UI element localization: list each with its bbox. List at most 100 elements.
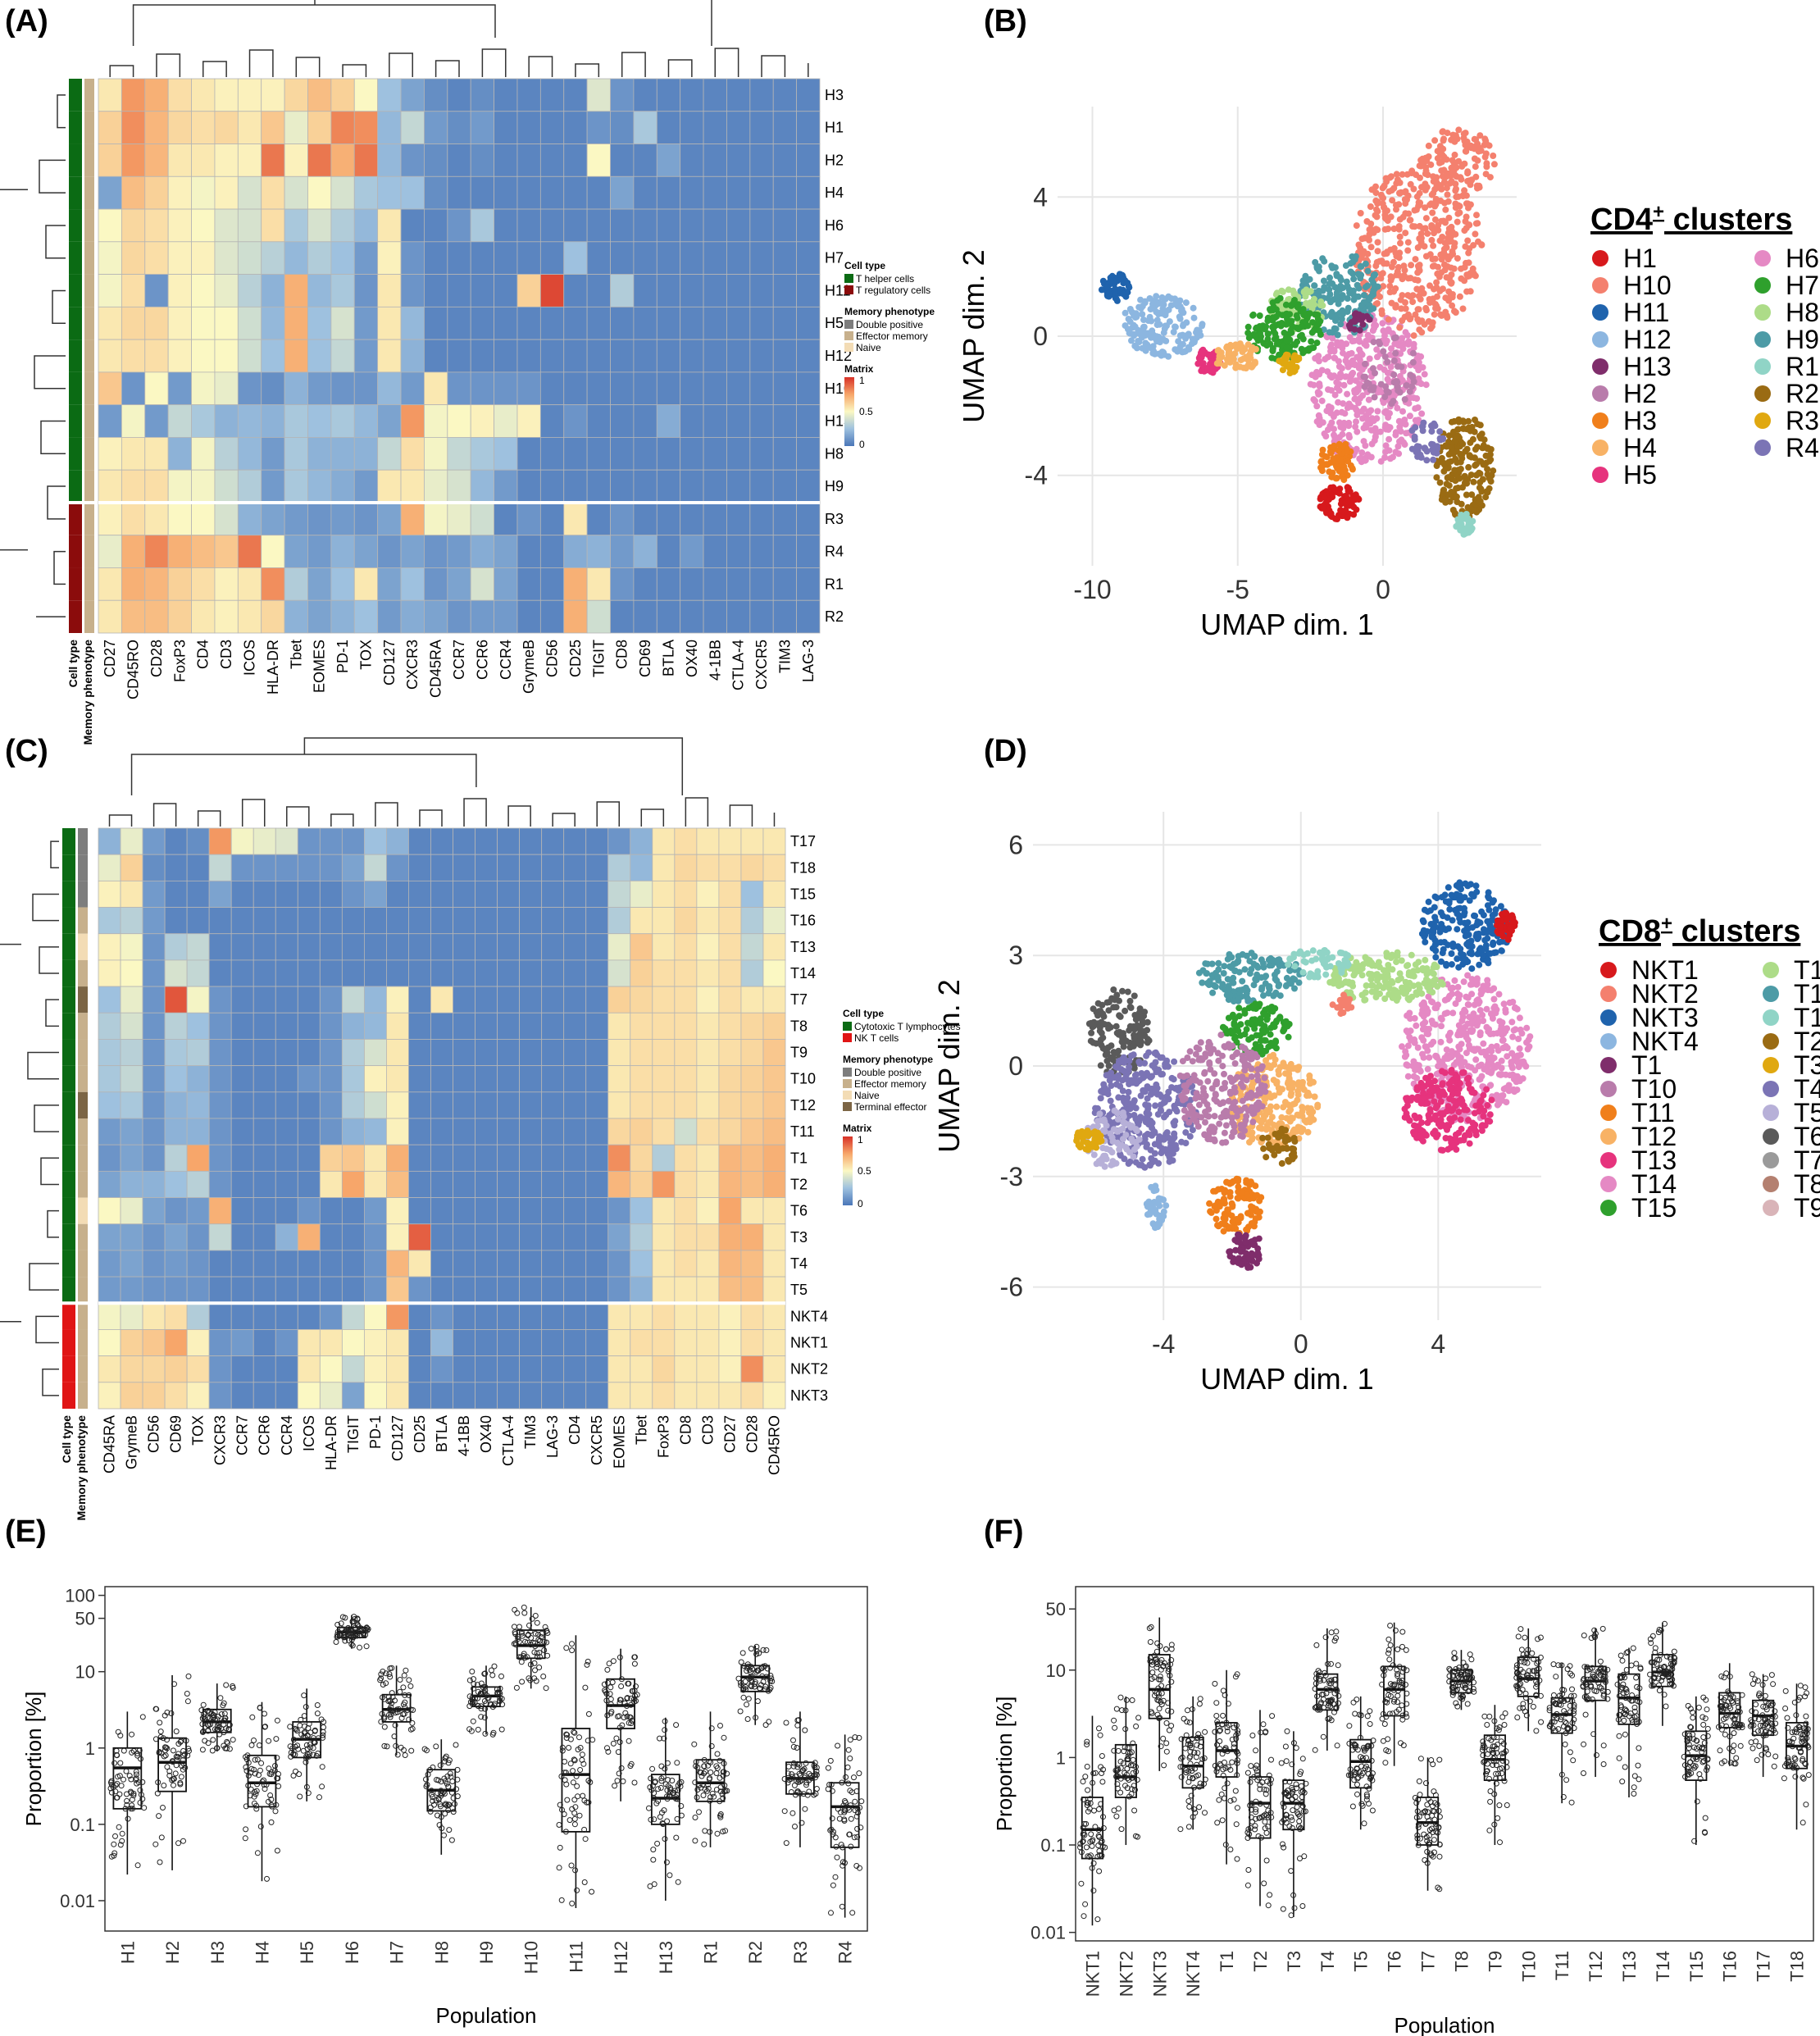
- heatmap-cell: [656, 599, 681, 634]
- umap-point: [1153, 333, 1160, 340]
- heatmap-cell: [230, 1039, 254, 1067]
- heatmap-cell: [541, 1039, 565, 1067]
- heatmap-cell: [772, 404, 798, 438]
- heatmap-cell: [284, 274, 308, 307]
- annotation-label: Memory phenotype: [75, 1415, 88, 1521]
- heatmap-cell: [186, 1170, 210, 1198]
- heatmap-cell: [164, 986, 188, 1013]
- heatmap-cell: [726, 371, 751, 406]
- legend-title-sup: +: [1653, 201, 1664, 223]
- umap-point: [1251, 358, 1258, 366]
- umap-point: [1399, 335, 1406, 342]
- umap-point: [1147, 306, 1154, 313]
- umap-point: [1318, 367, 1326, 374]
- umap-point: [1340, 381, 1348, 389]
- umap-point: [1414, 404, 1422, 412]
- umap-point: [1457, 450, 1464, 458]
- heatmap-cell: [214, 306, 239, 340]
- heatmap-cell: [307, 567, 332, 601]
- heatmap-cell: [408, 1091, 431, 1119]
- heatmap-cell: [297, 1039, 321, 1067]
- umap-point: [1437, 1123, 1445, 1130]
- umap-point: [1467, 949, 1475, 956]
- umap-point: [1310, 381, 1317, 389]
- heatmap-cell: [470, 502, 494, 536]
- umap-point: [1315, 327, 1322, 334]
- column-label: FoxP3: [171, 640, 188, 682]
- heatmap-cell: [253, 1329, 276, 1357]
- heatmap-cell: [652, 1302, 676, 1330]
- heatmap-cell: [630, 1302, 653, 1330]
- umap-point: [1470, 270, 1477, 277]
- heatmap-cell: [120, 1170, 143, 1198]
- umap-point: [1470, 893, 1477, 900]
- heatmap-cell: [261, 111, 285, 144]
- heatmap-cell: [633, 241, 657, 275]
- heatmap-cell: [144, 371, 169, 406]
- heatmap-cell: [610, 567, 635, 601]
- heatmap-cell: [400, 437, 425, 471]
- legend-title: Memory phenotype: [843, 1054, 933, 1065]
- heatmap-cell: [585, 907, 609, 935]
- heatmap-cell: [718, 1012, 742, 1040]
- umap-point: [1178, 307, 1185, 314]
- umap-point: [1162, 295, 1169, 303]
- heatmap-cell: [307, 437, 332, 471]
- heatmap-cell: [772, 78, 798, 112]
- heatmap-cell: [497, 907, 521, 935]
- heatmap-cell: [740, 959, 764, 987]
- heatmap-cell: [208, 1039, 232, 1067]
- heatmap-cell: [424, 469, 448, 503]
- heatmap-cell: [674, 880, 698, 908]
- umap-point: [1352, 423, 1359, 430]
- umap-point: [1414, 306, 1422, 313]
- umap-point: [1451, 1114, 1458, 1121]
- heatmap-cell: [307, 371, 332, 406]
- umap-point: [1466, 1045, 1473, 1052]
- umap-point: [1364, 267, 1372, 275]
- row-label: T12: [790, 1097, 816, 1114]
- heatmap-cell: [430, 1118, 453, 1146]
- umap-point: [1519, 1075, 1527, 1082]
- umap-point: [1416, 326, 1423, 334]
- heatmap-cell: [519, 986, 543, 1013]
- heatmap-cell: [586, 274, 611, 307]
- heatmap-cell: [98, 599, 122, 634]
- heatmap-cell: [519, 1382, 543, 1410]
- umap-point: [1375, 959, 1382, 966]
- heatmap-cell: [424, 567, 448, 601]
- umap-point: [1455, 1043, 1463, 1050]
- umap-point: [1390, 357, 1398, 364]
- heatmap-cell: [585, 1329, 609, 1357]
- column-label: CXCR5: [753, 640, 770, 690]
- heatmap-cell: [696, 1250, 720, 1278]
- heatmap-cell: [703, 599, 727, 634]
- umap-point: [1284, 315, 1290, 322]
- umap-point: [1283, 344, 1290, 352]
- umap-point: [1459, 440, 1467, 448]
- umap-point: [1360, 373, 1367, 380]
- umap-point: [1486, 458, 1493, 465]
- heatmap-cell: [586, 469, 611, 503]
- umap-point: [1112, 289, 1118, 296]
- heatmap-cell: [377, 208, 402, 243]
- umap-point: [1454, 202, 1462, 209]
- heatmap-cell: [630, 827, 653, 855]
- heatmap-cell: [307, 502, 332, 536]
- heatmap-cell: [796, 599, 821, 634]
- umap-point: [1467, 427, 1474, 435]
- umap-point: [1387, 273, 1395, 280]
- heatmap-cell: [430, 959, 453, 987]
- heatmap-cell: [772, 371, 798, 406]
- heatmap-cell: [237, 306, 262, 340]
- memory-swatch: [78, 907, 88, 934]
- dendrogram-branch: [667, 59, 693, 77]
- umap-point: [1408, 427, 1416, 434]
- umap-point: [1223, 343, 1231, 350]
- row-label: H4: [825, 184, 844, 201]
- heatmap-cell: [453, 880, 475, 908]
- heatmap-cell: [377, 241, 402, 275]
- umap-point: [1226, 991, 1234, 999]
- heatmap-cell: [630, 1329, 653, 1357]
- heatmap-cell: [475, 1091, 498, 1119]
